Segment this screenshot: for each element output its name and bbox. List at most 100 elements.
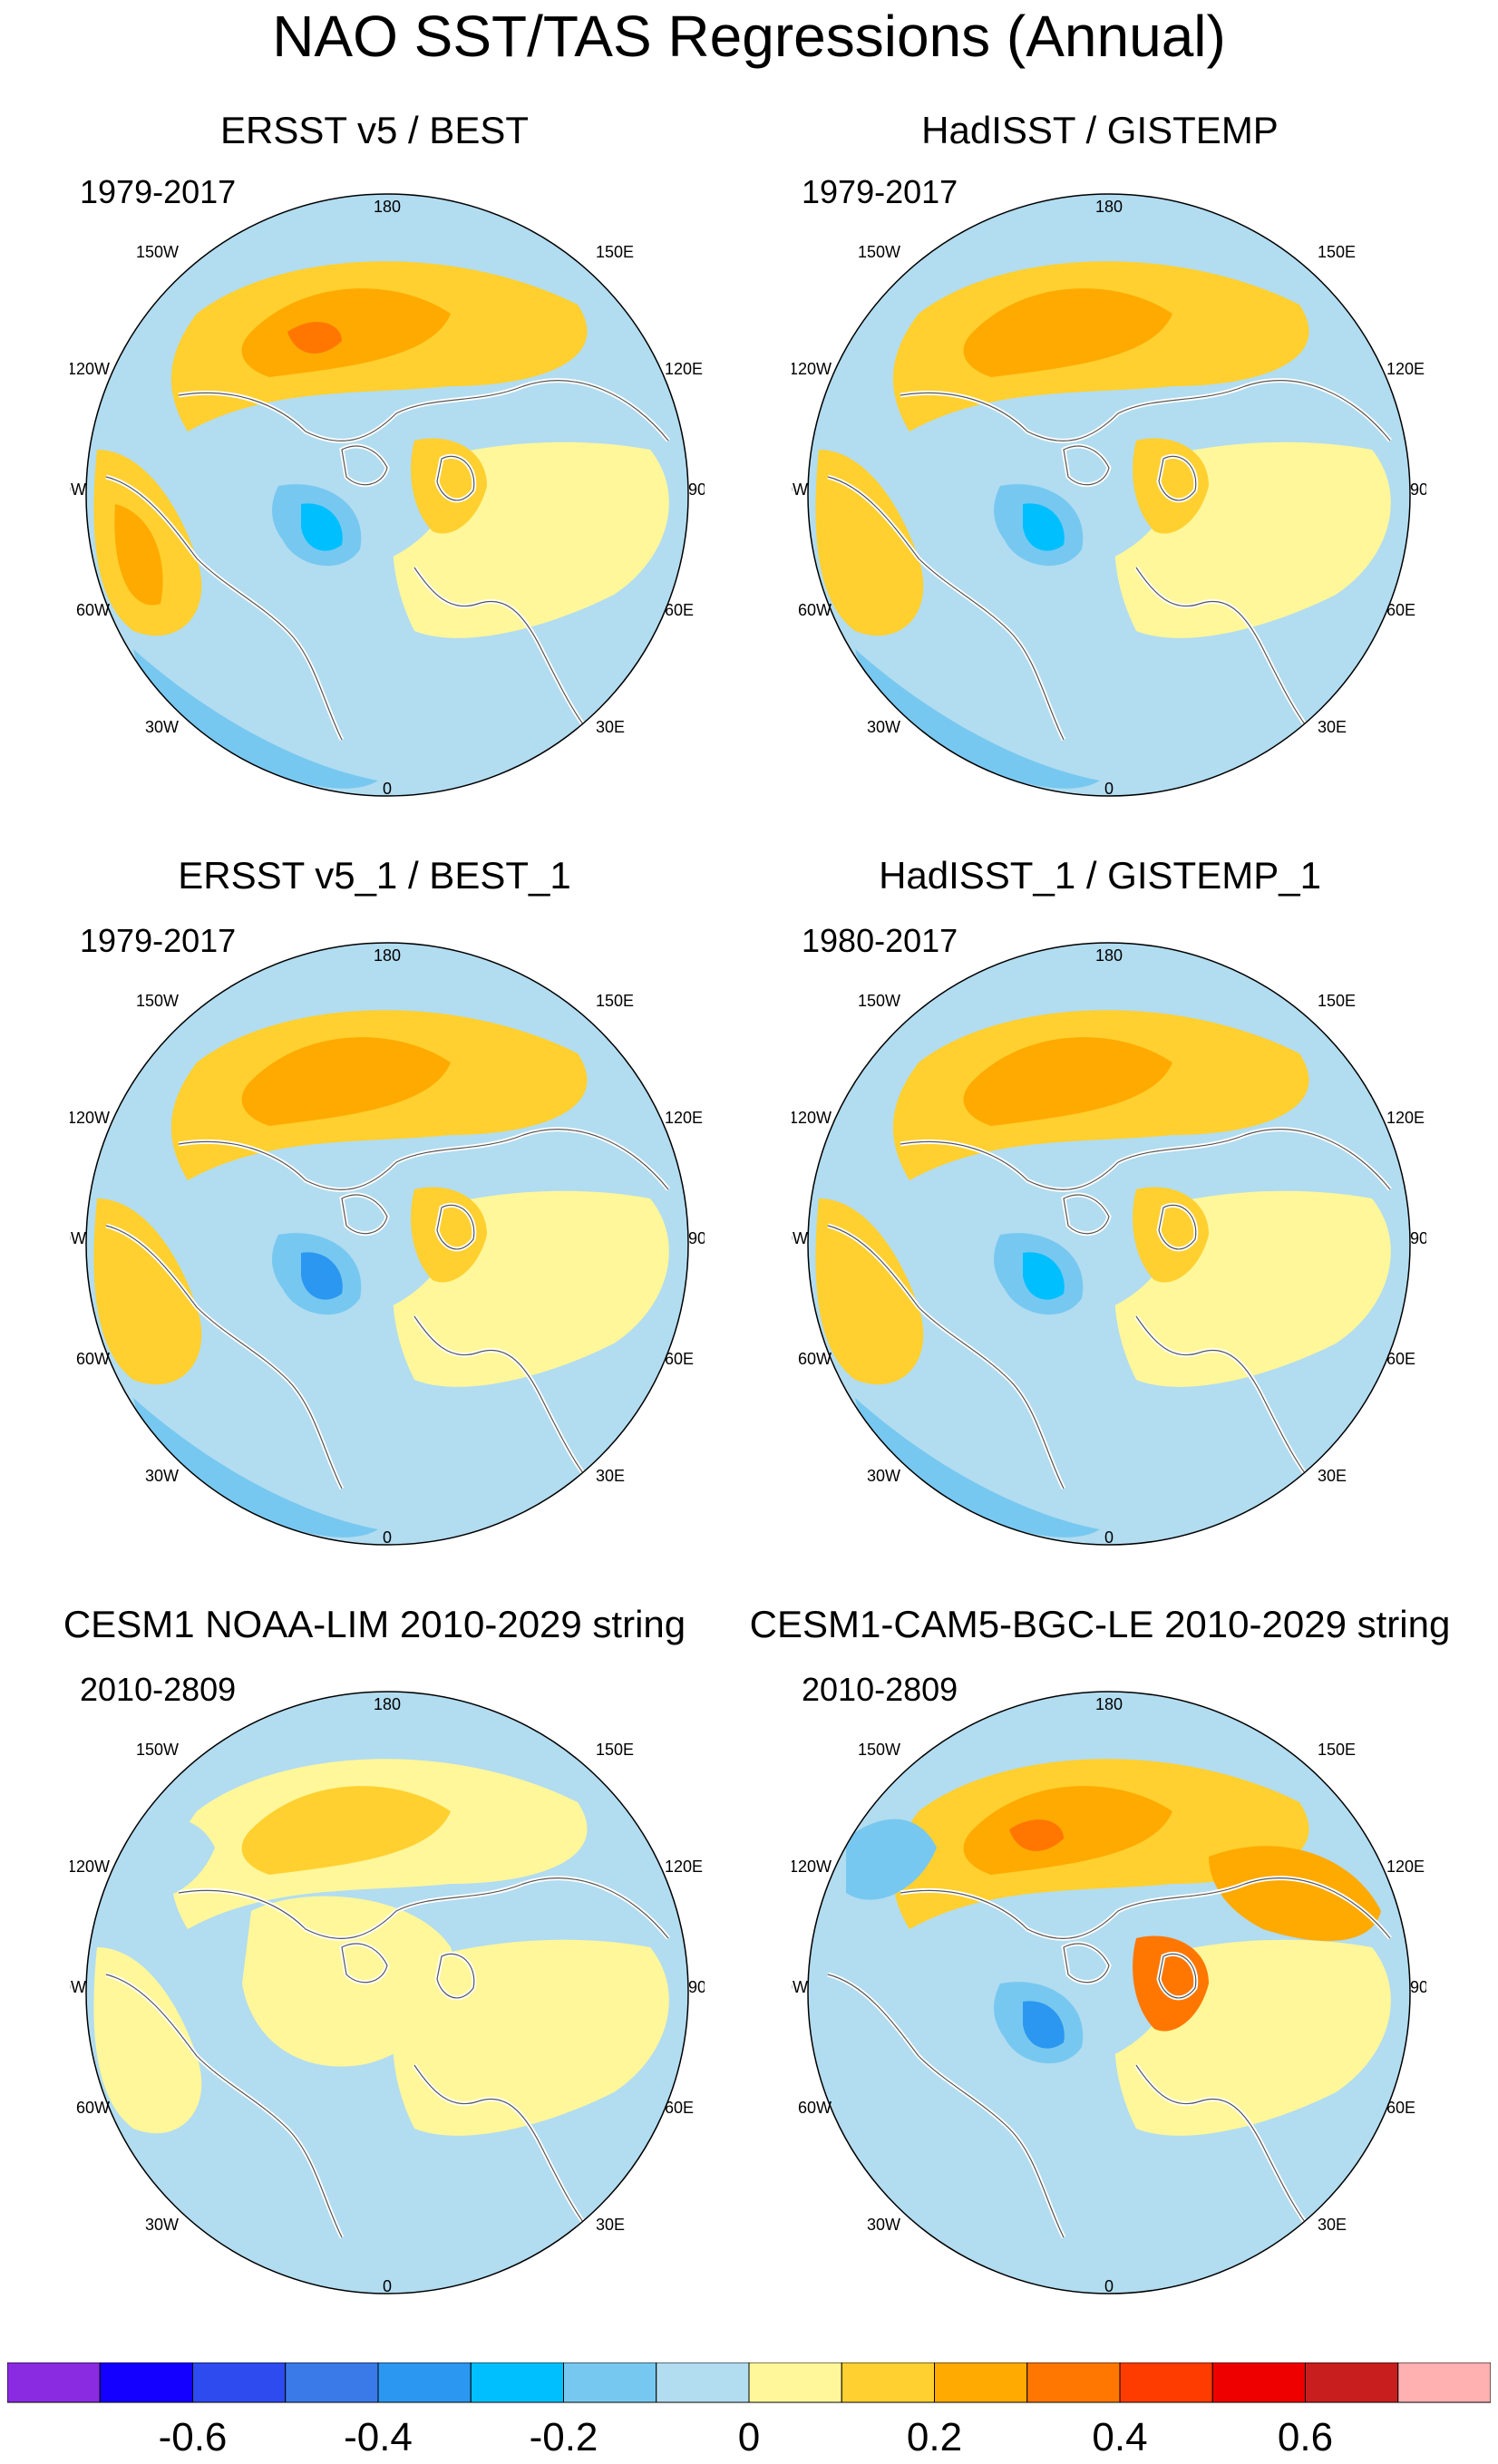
lon-label-top: 180 [1095, 946, 1123, 965]
lon-label-bottom: 0 [1104, 1528, 1114, 1547]
lon-label-right_mid_lower: 60E [665, 2099, 694, 2117]
coastline [1135, 567, 1318, 741]
coastline [827, 1974, 1065, 2238]
anomaly-region-labCore [1023, 2001, 1065, 2049]
period-label-5: 2010-2809 [80, 1671, 237, 1708]
lon-label-left_upper: 150W [136, 243, 179, 261]
lon-label-bottom: 0 [383, 780, 392, 798]
period-label-1: 1979-2017 [80, 173, 237, 210]
lon-label-left_upper: 150W [858, 243, 900, 261]
lon-label-left_upper: 150W [136, 1741, 179, 1759]
lon-label-right_mid: 90E [688, 480, 705, 499]
lon-label-left_mid: 90W [792, 1229, 808, 1247]
lon-label-right_mid_upper: 120E [1386, 1858, 1425, 1876]
coastline [341, 1194, 388, 1235]
lon-label-left_mid_upper: 120W [792, 360, 832, 378]
lon-label-right_upper: 150E [1318, 243, 1356, 261]
lon-label-left_mid: 90W [792, 1978, 808, 1996]
coastline [900, 1129, 1391, 1190]
map-border [85, 942, 689, 1546]
panel-title-6: CESM1-CAM5-BGC-LE 2010-2029 string [749, 1603, 1451, 1645]
colorbar-box [285, 2362, 379, 2403]
colorbar-box [192, 2362, 287, 2403]
lon-label-left_mid: 90W [792, 480, 808, 499]
lon-label-left_mid_upper: 120W [792, 1109, 832, 1127]
lon-label-right_mid_upper: 120E [1386, 360, 1425, 378]
coastline [436, 1204, 475, 1250]
polar-map-6: 180 0 150W 120W 90W 60W 30W 150E 120E 90E 60E 30E [792, 1691, 1426, 2295]
lon-label-left_mid: 90W [70, 1229, 86, 1247]
colorbar-box [1211, 2362, 1306, 2403]
coastline [105, 1974, 343, 2238]
lon-label-right_upper: 150E [1318, 1741, 1356, 1759]
colorbar-box [1305, 2362, 1399, 2403]
anomaly-region-pacificCore [241, 1037, 451, 1126]
lon-label-right_mid_lower: 60E [665, 1350, 694, 1368]
anomaly-region-nwCool [846, 1819, 937, 1900]
lon-label-right_mid_lower: 60E [665, 601, 694, 619]
coastline [1063, 1194, 1110, 1235]
lon-label-left_lower: 30W [867, 2216, 900, 2234]
lon-label-right_upper: 150E [596, 243, 634, 261]
lon-label-left_mid_lower: 60W [76, 1350, 110, 1368]
anomaly-region-pacificCore [241, 288, 451, 377]
panel-title-3: ERSST v5_1 / BEST_1 [178, 854, 571, 897]
anomaly-region-nwCool [124, 1819, 215, 1900]
polar-map-5: 180 0 150W 120W 90W 60W 30W 150E 120E 90E 60E 30E [70, 1691, 705, 2295]
coastline [436, 1953, 475, 1999]
anomaly-region-atlanticWarm [93, 1198, 202, 1385]
anomaly-region-labCore [1023, 503, 1065, 551]
coastline [827, 476, 1065, 741]
lon-label-left_mid_lower: 60W [798, 601, 832, 619]
colorbar-box [748, 2362, 842, 2403]
anomaly-region-arcticCool [242, 1896, 454, 2067]
lon-label-left_lower: 30W [145, 2216, 179, 2234]
lon-label-right_lower: 30E [596, 2216, 625, 2234]
colorbar-tick-label: -0.4 [344, 2415, 413, 2459]
lon-label-right_upper: 150E [596, 1741, 634, 1759]
panel-title-2: HadISST / GISTEMP [921, 109, 1279, 151]
colorbar-box [934, 2362, 1028, 2403]
anomaly-region-pacificCore [963, 1037, 1172, 1126]
period-label-2: 1979-2017 [802, 173, 958, 210]
coastline [1135, 1315, 1318, 1489]
lon-label-right_mid_upper: 120E [665, 1858, 703, 1876]
colorbar-tick-label: -0.2 [529, 2415, 598, 2459]
colorbar-tick-label: 0 [737, 2415, 761, 2459]
lon-label-right_mid: 90E [688, 1229, 705, 1247]
lon-label-left_mid_lower: 60W [76, 601, 110, 619]
colorbar-box [1026, 2362, 1121, 2403]
map-border [85, 193, 689, 797]
coastline [1158, 1953, 1197, 1999]
anomaly-region-atlanticWarm [815, 1198, 924, 1385]
lon-label-left_lower: 30W [145, 718, 179, 736]
lon-label-bottom: 0 [1104, 780, 1114, 798]
lon-label-right_mid: 90E [688, 1978, 705, 1996]
anomaly-region-pacificCore [241, 1786, 451, 1875]
lon-label-bottom: 0 [383, 1528, 392, 1547]
anomaly-region-eurasiaBand [393, 1939, 669, 2136]
colorbar-tick-label: 0.2 [906, 2415, 963, 2459]
lon-label-right_mid: 90E [1410, 480, 1426, 499]
lon-label-left_mid: 90W [70, 480, 86, 499]
anomaly-region-pacificCore [963, 288, 1172, 377]
map-border [807, 193, 1411, 797]
panel-title-5: CESM1 NOAA-LIM 2010-2029 string [63, 1603, 686, 1645]
colorbar-box [1119, 2362, 1213, 2403]
lon-label-left_lower: 30W [867, 718, 900, 736]
lon-label-left_mid: 90W [70, 1978, 86, 1996]
anomaly-region-atlanticCore [114, 504, 163, 606]
lon-label-top: 180 [374, 1695, 401, 1713]
colorbar-box [1397, 2362, 1491, 2403]
coastline [413, 567, 597, 741]
polar-map-2: 180 0 150W 120W 90W 60W 30W 150E 120E 90E 60E 30E [792, 193, 1426, 798]
lon-label-right_mid: 90E [1410, 1978, 1426, 1996]
anomaly-region-labCore [1023, 1252, 1065, 1300]
colorbar-tick-label: 0.6 [1277, 2415, 1334, 2459]
colorbar-box [656, 2362, 750, 2403]
coastline [1135, 2064, 1318, 2238]
lon-label-left_upper: 150W [136, 992, 179, 1010]
coastline [1063, 445, 1110, 486]
anomaly-region-labCore [301, 1252, 343, 1300]
panel-title-4: HadISST_1 / GISTEMP_1 [879, 854, 1321, 897]
